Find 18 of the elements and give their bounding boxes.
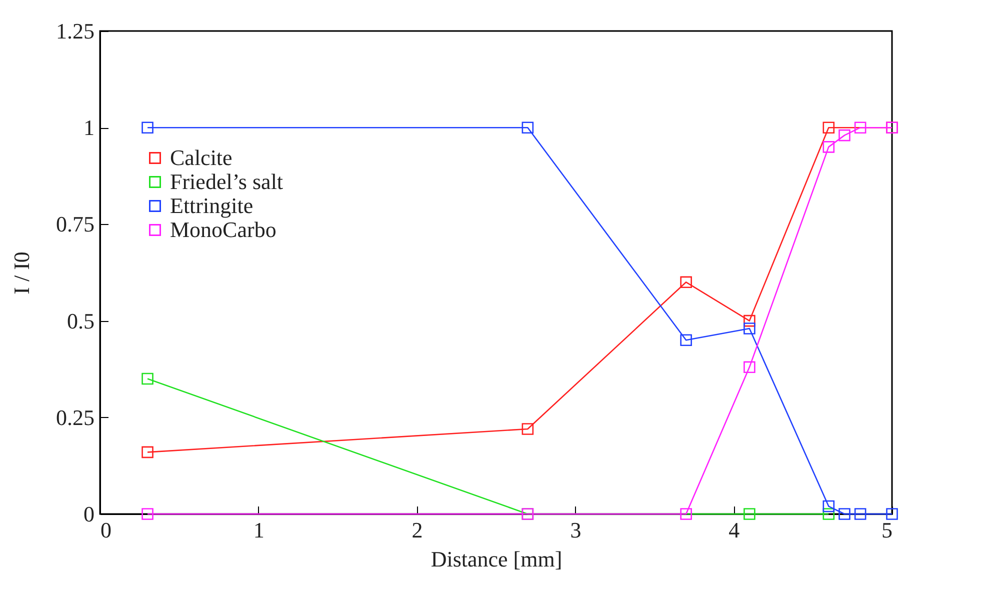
x-tick-label: 2 [412, 518, 423, 542]
legend-label: MonoCarbo [170, 217, 276, 242]
x-tick-label: 3 [570, 518, 582, 542]
y-tick-label: 1.25 [56, 18, 94, 44]
y-tick-label: 1 [84, 115, 94, 140]
x-tick-label: 0 [100, 518, 112, 542]
x-tick-label: 5 [882, 518, 892, 542]
y-tick-label: 0.75 [56, 212, 94, 237]
y-axis-title: I / I0 [9, 252, 34, 294]
y-tick-label: 0.25 [56, 404, 94, 430]
legend-label: Calcite [170, 145, 232, 170]
y-tick-label: 0 [84, 502, 94, 526]
y-tick-label: 0.5 [67, 308, 94, 334]
legend-label: Friedel’s salt [170, 169, 284, 194]
legend-label: Ettringite [170, 193, 254, 218]
x-tick-label: 4 [728, 518, 740, 542]
x-axis-title: Distance [mm] [430, 546, 562, 572]
x-tick-label: 1 [253, 518, 264, 542]
